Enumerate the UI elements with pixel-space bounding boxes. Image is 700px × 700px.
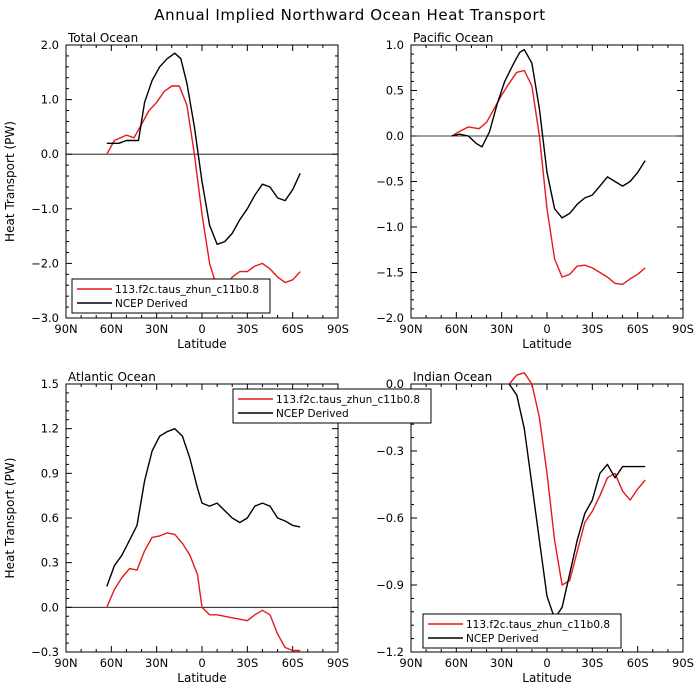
y-tick-label: 0.3 [41, 556, 59, 570]
y-tick-label: 0.0 [386, 377, 404, 391]
x-tick-label: 60N [100, 322, 123, 336]
x-axis-label: Latitude [177, 337, 226, 351]
x-axis-label: Latitude [522, 671, 571, 685]
y-tick-label: −0.6 [376, 511, 404, 525]
legend-label: 113.f2c.taus_zhun_c11b0.8 [276, 394, 420, 406]
y-tick-label: −1.0 [376, 220, 404, 234]
model-series-line [106, 85, 301, 289]
x-tick-label: 90N [54, 656, 77, 670]
legend-label: NCEP Derived [276, 408, 349, 420]
panel-2: 90N 60N 30N 0 30S 60S 90S −2.0 −1.5 −1.0 −0.5 0.0 0.… [376, 31, 694, 351]
legend-panel-4: 113.f2c.taus_zhun_c11b0.8 NCEP Derived [422, 613, 622, 649]
plot-frame [410, 44, 684, 319]
x-tick-label: 60S [627, 322, 649, 336]
x-tick-label: 90S [672, 322, 694, 336]
y-tick-label: 0.0 [41, 147, 59, 161]
x-tick-label: 30S [236, 656, 258, 670]
legend-box [71, 278, 271, 314]
x-tick-label: 30S [581, 656, 603, 670]
y-tick-label: 0.5 [386, 84, 404, 98]
x-axis-label: Latitude [177, 671, 226, 685]
y-tick-label: 0.0 [41, 600, 59, 614]
panel-title: Atlantic Ocean [68, 370, 156, 384]
x-tick-label: 60S [627, 656, 649, 670]
y-tick-label: −0.9 [376, 578, 404, 592]
x-axis-label: Latitude [522, 337, 571, 351]
y-tick-label: 0.9 [41, 466, 59, 480]
panel-4: 90N 60N 30N 0 30S 60S 90S −1.2 −0.9 −0.6 −0.3 0.0 In… [376, 370, 694, 685]
x-tick-label: 30N [490, 656, 513, 670]
x-tick-label: 60N [445, 656, 468, 670]
y-tick-label: 0.0 [386, 129, 404, 143]
plot-frame [65, 383, 339, 653]
y-tick-label: 0.6 [41, 511, 59, 525]
x-tick-label: 60S [282, 322, 304, 336]
main-title: Annual Implied Northward Ocean Heat Tran… [154, 6, 545, 24]
x-tick-label: 30S [581, 322, 603, 336]
x-tick-label: 0 [198, 656, 205, 670]
ncep-series-line [106, 52, 301, 246]
y-tick-label: −2.0 [376, 311, 404, 325]
x-tick-label: 0 [198, 322, 205, 336]
x-tick-label: 90S [672, 656, 694, 670]
legend-label: 113.f2c.taus_zhun_c11b0.8 [115, 284, 259, 296]
ncep-series-line [451, 48, 646, 219]
x-tick-label: 0 [543, 656, 550, 670]
x-tick-label: 90N [399, 656, 422, 670]
legend-panel-3: 113.f2c.taus_zhun_c11b0.8 NCEP Derived [232, 388, 432, 424]
model-series-line [508, 372, 646, 586]
panel-3: 90N 60N 30N 0 30S 60S 90S −0.3 0.0 0.3 0.6 0.9 1.2 1.… [3, 370, 349, 685]
y-tick-label: 1.0 [41, 93, 59, 107]
x-tick-label: 30S [236, 322, 258, 336]
x-tick-label: 60S [282, 656, 304, 670]
legend-box [232, 388, 432, 424]
panels: 90N 60N 30N 0 30S 60S 90S −3.0 −2.0 −1.0 0.0 1.0 2.0… [3, 31, 694, 685]
y-tick-label: 1.0 [386, 38, 404, 52]
y-axis-label: Heat Transport (PW) [3, 458, 17, 579]
panel-title: Total Ocean [67, 31, 138, 45]
y-tick-label: −1.0 [31, 202, 59, 216]
x-tick-label: 60N [445, 322, 468, 336]
x-tick-label: 0 [543, 322, 550, 336]
x-tick-label: 30N [490, 322, 513, 336]
y-tick-label: −0.3 [376, 444, 404, 458]
x-tick-label: 30N [145, 656, 168, 670]
legend-label: NCEP Derived [466, 633, 539, 645]
model-series-line [451, 69, 646, 285]
y-tick-label: 2.0 [41, 38, 59, 52]
y-tick-label: −3.0 [31, 311, 59, 325]
legend-box [422, 613, 622, 649]
panel-title: Indian Ocean [413, 370, 492, 384]
y-tick-label: −1.5 [376, 266, 404, 280]
y-tick-label: −0.3 [31, 645, 59, 659]
y-tick-label: 1.5 [41, 377, 59, 391]
x-tick-label: 90S [327, 322, 349, 336]
ncep-series-line [508, 383, 646, 620]
ncep-series-line [106, 428, 301, 587]
plot-frame [410, 383, 684, 653]
model-series-line [106, 532, 301, 652]
y-tick-label: 1.2 [41, 422, 59, 436]
y-tick-label: −2.0 [31, 256, 59, 270]
y-tick-label: −0.5 [376, 175, 404, 189]
x-tick-label: 90S [327, 656, 349, 670]
x-tick-label: 60N [100, 656, 123, 670]
legend-panel-1: 113.f2c.taus_zhun_c11b0.8 NCEP Derived [71, 278, 271, 314]
y-tick-label: −1.2 [376, 645, 404, 659]
x-tick-label: 90N [399, 322, 422, 336]
panel-1: 90N 60N 30N 0 30S 60S 90S −3.0 −2.0 −1.0 0.0 1.0 2.0… [3, 31, 349, 351]
legend-label: 113.f2c.taus_zhun_c11b0.8 [466, 619, 610, 631]
panel-title: Pacific Ocean [413, 31, 493, 45]
x-tick-label: 30N [145, 322, 168, 336]
y-axis-label: Heat Transport (PW) [3, 121, 17, 242]
legend-label: NCEP Derived [115, 298, 188, 310]
x-tick-label: 90N [54, 322, 77, 336]
